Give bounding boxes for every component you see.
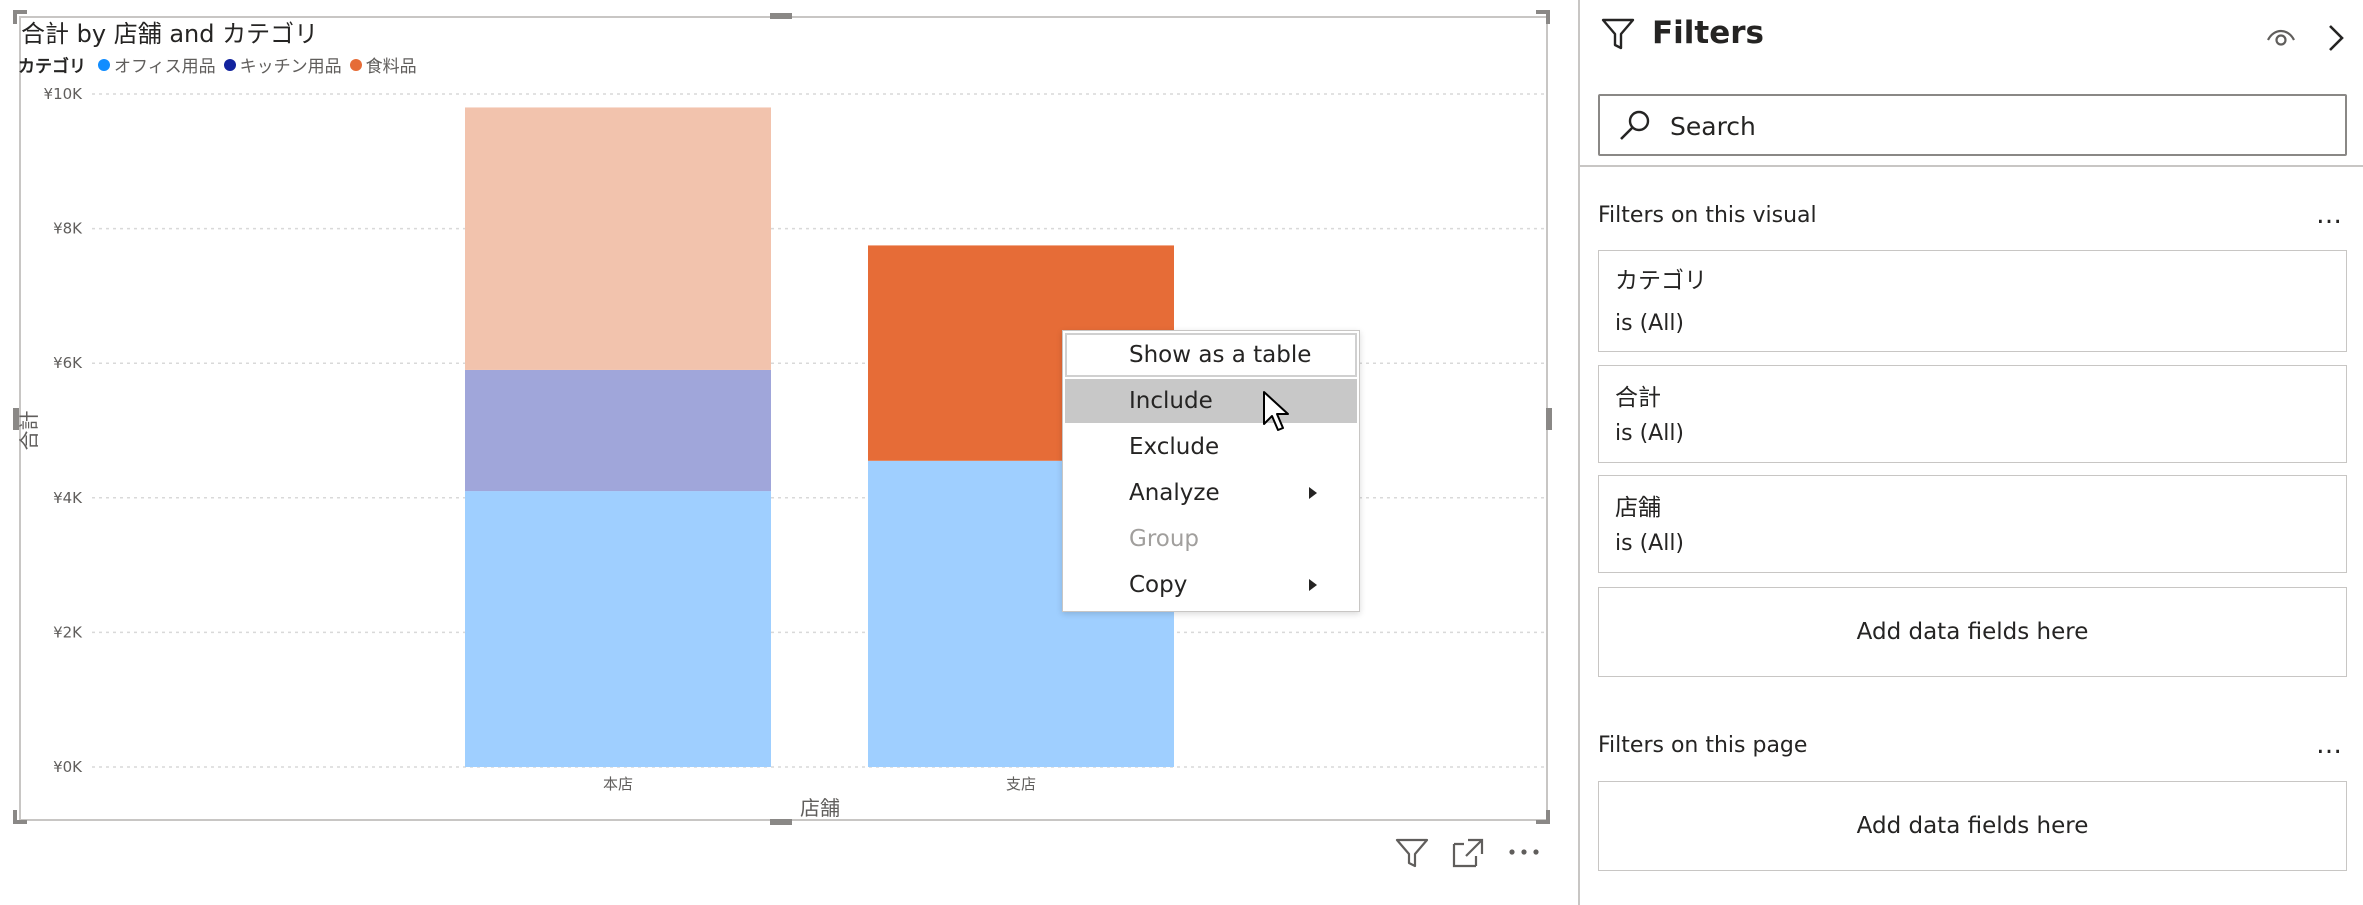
filter-card-state: is (All) <box>1615 531 1685 556</box>
resize-handle-right[interactable] <box>1546 408 1552 430</box>
bar-segment-0-1 <box>465 369 771 492</box>
filter-card-name: 合計 <box>1615 385 1661 411</box>
legend-item-food[interactable]: 食料品 <box>349 52 417 77</box>
menu-item-include[interactable]: Include <box>1065 379 1357 423</box>
y-tick-label: ¥10K <box>44 85 84 103</box>
y-tick-label: ¥6K <box>53 354 83 372</box>
legend-label-kitchen: キッチン用品 <box>239 57 342 77</box>
filter-card-name: カテゴリ <box>1615 268 1707 294</box>
filter-card-category[interactable]: カテゴリ is (All) <box>1598 250 2347 352</box>
y-tick-label: ¥8K <box>53 220 83 238</box>
x-axis-title: 店舗 <box>800 796 840 820</box>
legend-label-food: 食料品 <box>365 57 417 77</box>
y-tick-label: ¥0K <box>53 758 83 776</box>
menu-item-analyze-label: Analyze <box>1129 480 1220 506</box>
search-input[interactable] <box>1668 106 2272 146</box>
x-tick-label: 本店 <box>603 775 633 793</box>
filter-icon[interactable] <box>1394 836 1434 872</box>
legend-dot-office <box>98 58 110 71</box>
visual-header-icons <box>1394 836 1546 872</box>
filters-on-page-more-button[interactable]: … <box>2316 730 2343 760</box>
filter-card-state: is (All) <box>1615 421 1685 446</box>
resize-handle-top-right[interactable] <box>1536 10 1550 14</box>
menu-item-analyze[interactable]: Analyze <box>1065 471 1357 515</box>
chevron-right-icon[interactable] <box>2324 22 2348 58</box>
resize-handle-top-left-v[interactable] <box>13 10 17 24</box>
y-axis-title: 合計 <box>17 411 41 451</box>
bar-segment-0-2 <box>465 107 771 370</box>
resize-handle-top[interactable] <box>770 13 792 19</box>
legend-item-office[interactable]: オフィス用品 <box>98 52 216 77</box>
resize-handle-bottom-right[interactable] <box>1536 820 1550 824</box>
more-options-icon[interactable] <box>1506 836 1546 872</box>
resize-handle-top-right-v[interactable] <box>1546 10 1550 24</box>
add-visual-filter-field[interactable]: Add data fields here <box>1598 587 2347 677</box>
mouse-cursor-icon <box>1262 390 1292 436</box>
legend: カテゴリ オフィス用品 キッチン用品 食料品 <box>18 52 425 77</box>
resize-handle-left[interactable] <box>13 408 19 430</box>
y-tick-label: ¥2K <box>53 623 83 641</box>
filter-card-store[interactable]: 店舗 is (All) <box>1598 475 2347 573</box>
menu-item-show-as-table[interactable]: Show as a table <box>1065 333 1357 377</box>
resize-handle-top-left[interactable] <box>13 10 27 14</box>
filters-on-page-label: Filters on this page <box>1598 733 1808 758</box>
context-menu: Show as a table Include Exclude Analyze … <box>1062 330 1360 612</box>
eye-icon[interactable] <box>2266 24 2296 56</box>
divider <box>1580 165 2363 167</box>
chart-title: 合計 by 店舗 and カテゴリ <box>21 20 319 48</box>
menu-item-group: Group <box>1129 526 1200 552</box>
resize-handle-bottom-right-v[interactable] <box>1546 810 1550 824</box>
filter-card-name: 店舗 <box>1615 495 1661 521</box>
chart-visual[interactable]: 合計 by 店舗 and カテゴリ カテゴリ オフィス用品 キッチン用品 食料品… <box>0 0 1578 905</box>
filters-on-visual-more-button[interactable]: … <box>2316 200 2343 230</box>
submenu-arrow-icon <box>1309 579 1317 591</box>
legend-item-kitchen[interactable]: キッチン用品 <box>223 52 342 77</box>
menu-item-copy[interactable]: Copy <box>1065 563 1357 607</box>
legend-dot-kitchen <box>223 58 236 71</box>
resize-handle-bottom-left-v[interactable] <box>13 810 17 824</box>
add-page-filter-field[interactable]: Add data fields here <box>1598 781 2347 871</box>
focus-mode-icon[interactable] <box>1450 836 1490 872</box>
y-tick-label: ¥4K <box>53 489 83 507</box>
bar-segment-0-0 <box>465 491 771 767</box>
legend-label-office: オフィス用品 <box>114 57 216 77</box>
resize-handle-bottom[interactable] <box>770 819 792 825</box>
filter-card-state: is (All) <box>1615 311 1685 336</box>
filters-header: Filters <box>1580 0 2363 72</box>
search-icon <box>1618 108 1654 148</box>
filters-title: Filters <box>1652 15 1765 51</box>
filters-search-box[interactable] <box>1598 94 2347 156</box>
menu-item-copy-label: Copy <box>1129 572 1188 598</box>
resize-handle-bottom-left[interactable] <box>13 820 27 824</box>
filters-pane: Filters Filters on this visual … カテゴリ is… <box>1578 0 2363 905</box>
x-tick-label: 支店 <box>1006 775 1036 793</box>
filter-icon <box>1600 16 1636 56</box>
filters-on-visual-label: Filters on this visual <box>1598 203 1817 228</box>
submenu-arrow-icon <box>1309 487 1317 499</box>
menu-item-exclude[interactable]: Exclude <box>1129 434 1220 460</box>
legend-dot-food <box>349 58 362 71</box>
legend-title: カテゴリ <box>18 57 86 77</box>
filter-card-total[interactable]: 合計 is (All) <box>1598 365 2347 463</box>
